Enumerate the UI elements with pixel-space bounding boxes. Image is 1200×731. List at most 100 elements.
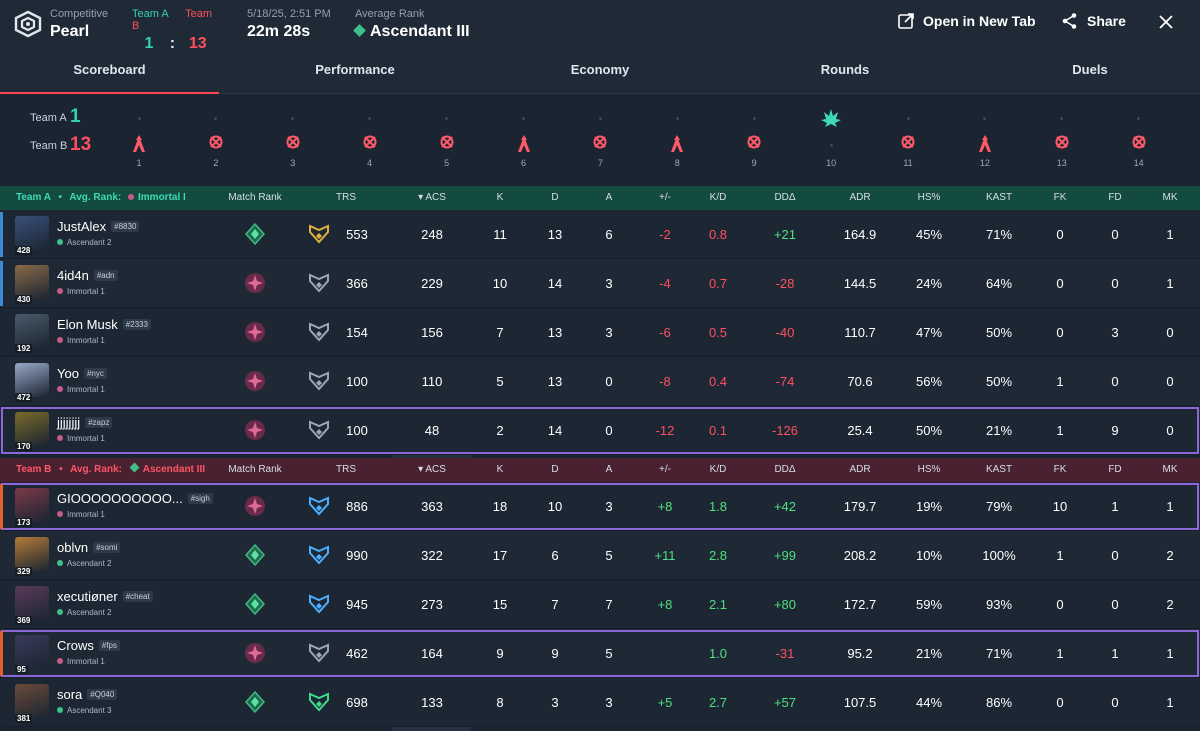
round-8[interactable]: 8 (657, 108, 697, 168)
tab-rounds[interactable]: Rounds (820, 62, 870, 77)
trs-tier-icon (308, 692, 330, 712)
stat-trs: 462 (346, 646, 368, 661)
elimination-icon (119, 134, 159, 158)
player-row[interactable]: 381 sora #Q040 Ascendant 3 698 133 8 3 3 +5 2.7 +57… (0, 678, 1200, 727)
agent-avatar (15, 412, 49, 446)
stat-a: 7 (605, 597, 613, 612)
round-5[interactable]: 5 (427, 108, 467, 168)
col-plus-minus[interactable]: +/- (659, 464, 671, 475)
col-acs[interactable]: ▾ ACS (418, 192, 446, 203)
player-row[interactable]: 95 Crows #fps Immortal 1 462 164 9 9 5 1.0 -31 95.2… (0, 629, 1200, 678)
player-row[interactable]: 192 Elon Musk #2333 Immortal 1 154 156 7 13 3 -6 0… (0, 308, 1200, 357)
col-trs[interactable]: TRS (336, 464, 356, 475)
player-name[interactable]: sora (57, 687, 83, 702)
col-fd[interactable]: FD (1108, 464, 1122, 475)
stat-trs: 698 (346, 695, 368, 710)
col-hs[interactable]: HS% (917, 192, 941, 203)
round-2[interactable]: 2 (196, 108, 236, 168)
round-12[interactable]: 12 (965, 108, 1005, 168)
col-kd[interactable]: K/D (709, 464, 727, 475)
round-3[interactable]: 3 (273, 108, 313, 168)
stat-adr: 107.5 (843, 695, 877, 710)
tab-duels[interactable]: Duels (1072, 62, 1108, 77)
stat-hs: 10% (915, 548, 943, 563)
close-button[interactable] (1158, 14, 1182, 30)
stat-hs: 19% (915, 499, 943, 514)
player-row[interactable]: 170 jjjjjjjj #zapz Immortal 1 100 48 2 14 0 -12 0.… (0, 406, 1200, 455)
round-13[interactable]: 13 (1042, 108, 1082, 168)
round-11[interactable]: 11 (888, 108, 928, 168)
col-d[interactable]: D (551, 192, 559, 203)
average-rank-value: Ascendant III (370, 23, 470, 40)
round-1[interactable]: 1 (119, 108, 159, 168)
col-kast[interactable]: KAST (985, 464, 1013, 475)
player-row[interactable]: 369 xecutiøner #cheat Ascendant 2 945 273 15 7 7… (0, 580, 1200, 629)
round-14[interactable]: 14 (1119, 108, 1159, 168)
col-kast[interactable]: KAST (985, 192, 1013, 203)
stat-dd: -28 (775, 276, 795, 291)
match-rank-icon (244, 543, 266, 567)
tab-scoreboard[interactable]: Scoreboard (0, 48, 219, 94)
col-match-rank[interactable]: Match Rank (228, 464, 282, 475)
player-row[interactable]: 329 oblvn #somi Ascendant 2 990 322 17 6 5 +11 2.8… (0, 531, 1200, 580)
col-k[interactable]: K (496, 192, 504, 203)
player-name[interactable]: Yoo (57, 366, 79, 381)
stat-pm: -4 (659, 276, 671, 291)
col-a[interactable]: A (605, 192, 613, 203)
col-plus-minus[interactable]: +/- (659, 192, 671, 203)
stat-a: 0 (605, 423, 613, 438)
col-a[interactable]: A (605, 464, 613, 475)
agent-avatar (15, 488, 49, 522)
col-trs[interactable]: TRS (336, 192, 356, 203)
tab-economy[interactable]: Economy (570, 62, 630, 77)
player-row[interactable]: 472 Yoo #nyc Immortal 1 100 110 5 13 0 -8 0.4 -74 70… (0, 357, 1200, 406)
stat-acs: 322 (421, 548, 443, 563)
round-10[interactable]: 10 (811, 108, 851, 168)
stat-fk: 0 (1056, 597, 1064, 612)
player-name[interactable]: xecutiøner (57, 589, 118, 604)
account-level: 192 (15, 344, 33, 353)
stat-fk: 1 (1056, 423, 1064, 438)
round-7[interactable]: 7 (580, 108, 620, 168)
open-new-tab-button[interactable]: Open in New Tab (897, 12, 1036, 30)
col-dd-delta[interactable]: DDΔ (774, 192, 796, 203)
player-name[interactable]: oblvn (57, 540, 89, 555)
col-d[interactable]: D (551, 464, 559, 475)
col-mk[interactable]: MK (1162, 192, 1178, 203)
stat-mk: 1 (1166, 695, 1174, 710)
player-row[interactable]: 428 JustAlex #8830 Ascendant 2 553 248 11 13 6 -2… (0, 210, 1200, 259)
stat-pm: +5 (657, 695, 673, 710)
round-6[interactable]: 6 (504, 108, 544, 168)
round-9[interactable]: 9 (734, 108, 774, 168)
col-match-rank[interactable]: Match Rank (228, 192, 282, 203)
round-number: 14 (1133, 158, 1144, 168)
col-fk[interactable]: FK (1053, 192, 1067, 203)
player-name[interactable]: JustAlex (57, 219, 107, 234)
player-row[interactable]: 173 GIOOOOOOOOOO... #sigh Immortal 1 886 363 1… (0, 482, 1200, 531)
col-adr[interactable]: ADR (849, 464, 871, 475)
col-k[interactable]: K (496, 464, 504, 475)
col-fd[interactable]: FD (1108, 192, 1122, 203)
share-button[interactable]: Share (1061, 12, 1126, 30)
team-a-label: Team A (132, 8, 169, 20)
tab-performance[interactable]: Performance (315, 62, 395, 77)
round-4[interactable]: 4 (350, 108, 390, 168)
timeline-team-a-label: Team A (30, 112, 67, 124)
player-name[interactable]: GIOOOOOOOOOO... (57, 491, 183, 506)
player-row[interactable]: 430 4id4n #adn Immortal 1 366 229 10 14 3 -4 0.7 -2… (0, 259, 1200, 308)
player-name[interactable]: jjjjjjjj (57, 415, 81, 430)
stat-pm: +11 (654, 548, 676, 563)
col-acs[interactable]: ▾ ACS (418, 464, 446, 475)
col-dd-delta[interactable]: DDΔ (774, 464, 796, 475)
player-rank: Ascendant 2 (67, 559, 112, 568)
stat-kd: 0.8 (708, 227, 728, 242)
player-name[interactable]: Crows (57, 638, 94, 653)
col-hs[interactable]: HS% (917, 464, 941, 475)
col-fk[interactable]: FK (1053, 464, 1067, 475)
col-kd[interactable]: K/D (709, 192, 727, 203)
defuse-icon (1119, 134, 1159, 158)
col-adr[interactable]: ADR (849, 192, 871, 203)
player-name[interactable]: Elon Musk (57, 317, 118, 332)
col-mk[interactable]: MK (1162, 464, 1178, 475)
player-name[interactable]: 4id4n (57, 268, 89, 283)
